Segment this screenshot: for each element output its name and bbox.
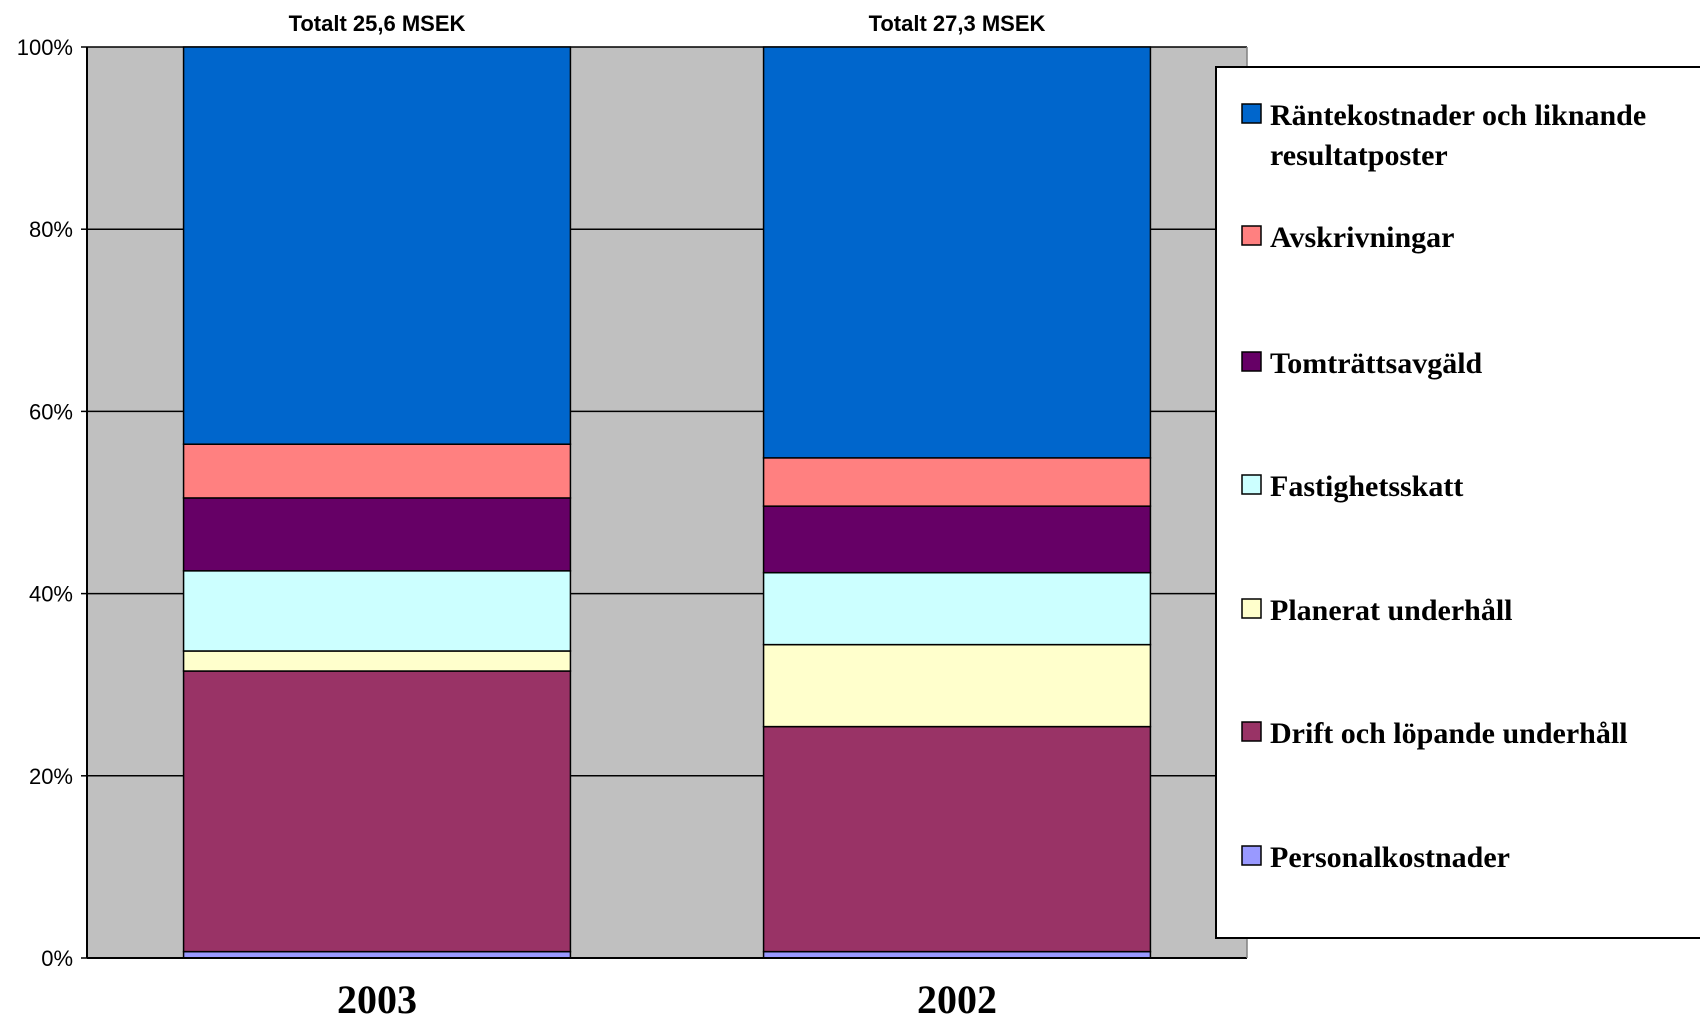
legend-box	[1215, 66, 1700, 939]
bar-total-label: Totalt 25,6 MSEK	[289, 11, 466, 36]
legend-swatch	[1241, 103, 1262, 124]
bar-segment	[762, 571, 1152, 646]
y-tick-label: 0%	[41, 946, 73, 971]
legend: Räntekostnader och liknande resultatposte…	[1215, 66, 1700, 939]
legend-label: Personalkostnader	[1270, 841, 1510, 874]
legend-swatch	[1241, 225, 1262, 246]
legend-label: Drift och löpande underhåll	[1270, 717, 1628, 750]
legend-swatch	[1241, 845, 1262, 866]
category-label: 2003	[337, 977, 417, 1019]
bar-segment	[762, 643, 1152, 728]
bar-segment	[182, 650, 572, 672]
bar-segment	[762, 725, 1152, 953]
legend-label: Räntekostnader och liknande	[1270, 99, 1646, 132]
y-tick-label: 40%	[29, 582, 73, 607]
legend-label: Planerat underhåll	[1270, 594, 1513, 627]
category-label: 2002	[917, 977, 997, 1019]
legend-label: Avskrivningar	[1270, 221, 1454, 254]
bar-segment	[182, 443, 572, 499]
bar-segment	[182, 46, 572, 445]
legend-label: Fastighetsskatt	[1270, 470, 1463, 503]
bar-segment	[182, 670, 572, 953]
bar-segment	[182, 570, 572, 652]
bar-segment	[762, 46, 1152, 459]
bar-totals: Totalt 25,6 MSEK Totalt 27,3 MSEK	[289, 11, 1046, 36]
legend-swatch	[1241, 721, 1262, 742]
y-tick-label: 60%	[29, 399, 73, 424]
x-axis: 2003 2002	[337, 977, 997, 1019]
y-tick-label: 100%	[17, 35, 73, 60]
legend-label: Tomträttsavgäld	[1270, 347, 1483, 380]
bar-segment	[762, 505, 1152, 574]
bar-total-label: Totalt 27,3 MSEK	[869, 11, 1046, 36]
y-tick-label: 80%	[29, 217, 73, 242]
bar-segment	[182, 497, 572, 572]
legend-swatch	[1241, 598, 1262, 619]
legend-swatch	[1241, 351, 1262, 372]
legend-swatch	[1241, 474, 1262, 495]
y-tick-label: 20%	[29, 764, 73, 789]
legend-label: resultatposter	[1270, 139, 1448, 172]
bars	[182, 46, 1152, 959]
bar-segment	[762, 457, 1152, 507]
